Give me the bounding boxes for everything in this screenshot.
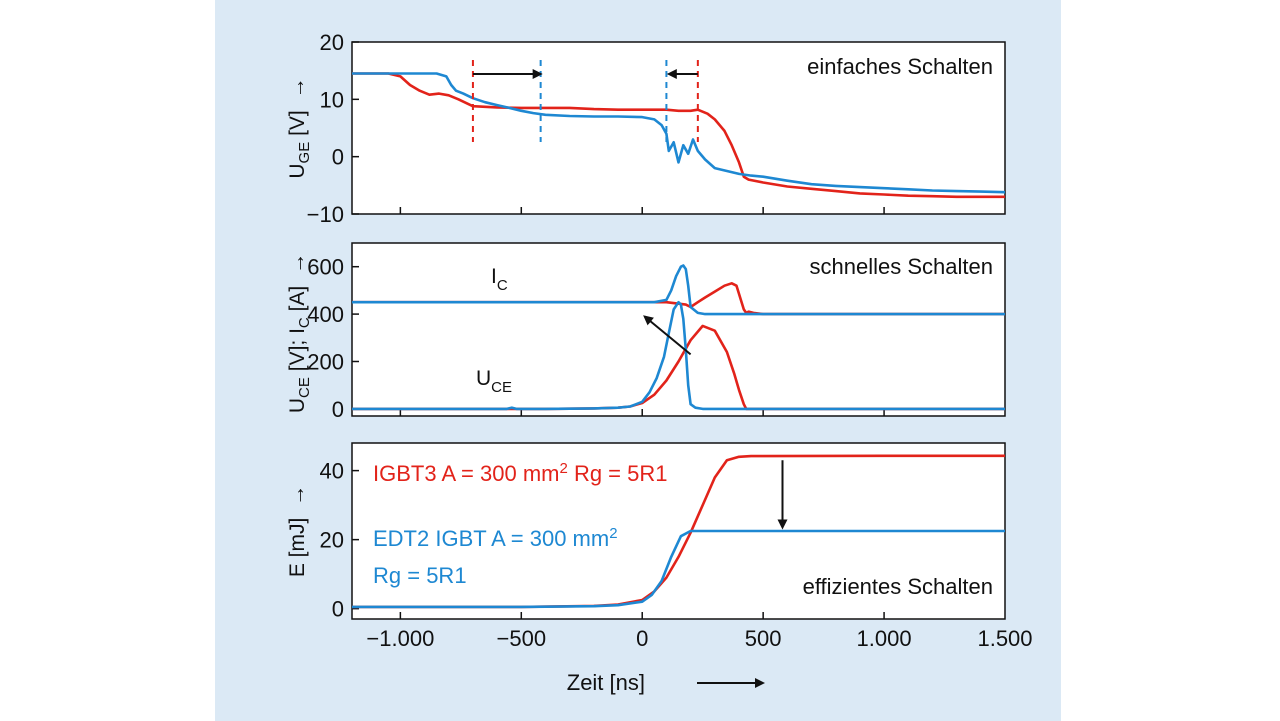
legend-edt2: EDT2 IGBT A = 300 mm2 [373, 525, 618, 551]
panel-label-2: schnelles Schalten [810, 254, 993, 279]
annotation-uce: UCE [476, 367, 512, 396]
y-axis-label-2: UCE [V]; IC [A] → [286, 253, 313, 413]
y-axis-label-3: E [mJ] → [286, 485, 309, 577]
y-tick-label-3-1: 20 [320, 528, 344, 553]
y-axis-label-1: UGE [V] → [286, 77, 313, 178]
x-tick-label-1: −500 [497, 626, 547, 651]
panel-1-einfaches-schalten: 20 10 0 −10 [307, 30, 1006, 227]
panel-label-1: einfaches Schalten [807, 54, 993, 79]
x-tick-label-4: 1.000 [857, 626, 912, 651]
y-tick-label-2-0: 600 [307, 255, 344, 280]
series-line-2-1 [352, 264, 1005, 316]
series-line-1-1 [352, 72, 1006, 194]
plot-frame-1 [351, 41, 1006, 215]
legend-edt2-rg: Rg = 5R1 [373, 563, 467, 588]
x-tick-label-5: 1.500 [977, 626, 1032, 651]
annotation-ic: IC [491, 265, 508, 294]
y-tick-label-3-2: 0 [332, 597, 344, 622]
panel-3-effizientes-schalten: 40 20 0 −1.000 −500 0 500 1.000 1.500 [320, 454, 1033, 651]
figure-panel: 20 10 0 −10 600 400 200 0 40 20 0 −1.000 −500 0 500 1… [215, 0, 1061, 721]
y-tick-label-1-1: 10 [320, 87, 344, 112]
y-tick-label-2-3: 0 [332, 397, 344, 422]
y-tick-label-3-0: 40 [320, 459, 344, 484]
y-tick-label-1-3: −10 [307, 202, 344, 227]
x-tick-label-3: 500 [745, 626, 782, 651]
series-line-3-1 [352, 529, 1005, 609]
legend-igbt3: IGBT3 A = 300 mm2 Rg = 5R1 [373, 460, 668, 486]
x-axis-label: Zeit [ns] [567, 670, 645, 695]
x-tick-label-2: 0 [636, 626, 648, 651]
annotation-arrow-2-0 [643, 315, 692, 356]
series-line-1-0 [352, 72, 1005, 199]
panel-2-schnelles-schalten: 600 400 200 0 [307, 255, 1005, 422]
x-tick-label-0: −1.000 [366, 626, 434, 651]
y-tick-label-1-2: 0 [332, 145, 344, 170]
y-tick-label-1-0: 20 [320, 30, 344, 55]
series-line-2-3 [352, 300, 1005, 411]
y-tick-label-2-1: 400 [307, 302, 344, 327]
panel-label-3: effizientes Schalten [803, 574, 993, 599]
y-tick-label-2-2: 200 [307, 349, 344, 374]
